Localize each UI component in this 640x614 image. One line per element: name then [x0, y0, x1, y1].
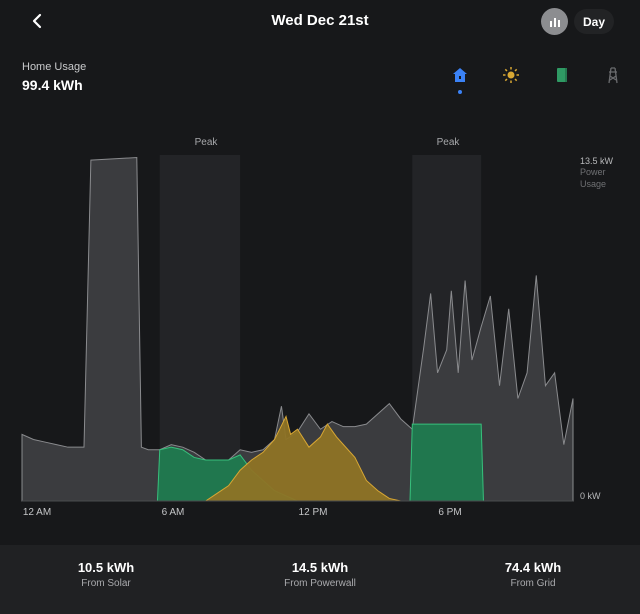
series-powerwall-evening-area [409, 423, 484, 502]
total-powerwall: 14.5 kWh From Powerwall [250, 560, 390, 589]
source-home-tab[interactable] [449, 64, 471, 86]
source-powerwall-tab[interactable] [551, 64, 573, 86]
back-button[interactable] [26, 9, 50, 33]
sun-icon [503, 67, 519, 83]
peak-label-morning: Peak [194, 137, 218, 148]
y-min-label: 0 kW [580, 491, 601, 501]
usage-value: 99.4 kWh [22, 77, 83, 93]
grid-tower-icon [608, 67, 618, 84]
period-button[interactable]: Day [574, 9, 614, 34]
x-tick-label: 12 PM [298, 507, 328, 518]
source-solar-tab[interactable] [500, 64, 522, 86]
top-bar: Wed Dec 21st Day [0, 0, 640, 44]
home-icon [453, 68, 467, 82]
bar-chart-icon [549, 17, 560, 27]
series-solar-area [204, 414, 401, 502]
total-label: From Grid [510, 578, 556, 589]
total-value: 14.5 kWh [291, 560, 349, 575]
x-tick-label: 6 PM [438, 507, 462, 518]
y-max-label: 13.5 kW [580, 156, 614, 166]
peak-label-evening: Peak [436, 137, 460, 148]
battery-icon [557, 68, 567, 82]
totals-bar: 10.5 kWh From Solar 14.5 kWh From Powerw… [0, 545, 640, 614]
y-sub-label-2: Usage [580, 179, 607, 189]
usage-label: Home Usage [22, 61, 87, 73]
peak-band [159, 155, 241, 501]
source-grid-tab[interactable] [602, 64, 624, 86]
total-value: 74.4 kWh [504, 560, 562, 575]
page-title: Wed Dec 21st [271, 12, 369, 29]
total-solar: 10.5 kWh From Solar [36, 560, 176, 589]
total-label: From Solar [81, 578, 131, 589]
series-home-area [21, 157, 574, 502]
chart-view-button[interactable] [541, 8, 568, 35]
total-value: 10.5 kWh [77, 560, 135, 575]
x-tick-label: 6 AM [161, 507, 185, 518]
y-sub-label-1: Power [580, 167, 606, 177]
chevron-left-icon [32, 13, 42, 29]
selected-indicator [458, 90, 462, 94]
total-grid: 74.4 kWh From Grid [463, 560, 603, 589]
total-label: From Powerwall [284, 578, 356, 589]
x-tick-label: 12 AM [22, 507, 52, 518]
